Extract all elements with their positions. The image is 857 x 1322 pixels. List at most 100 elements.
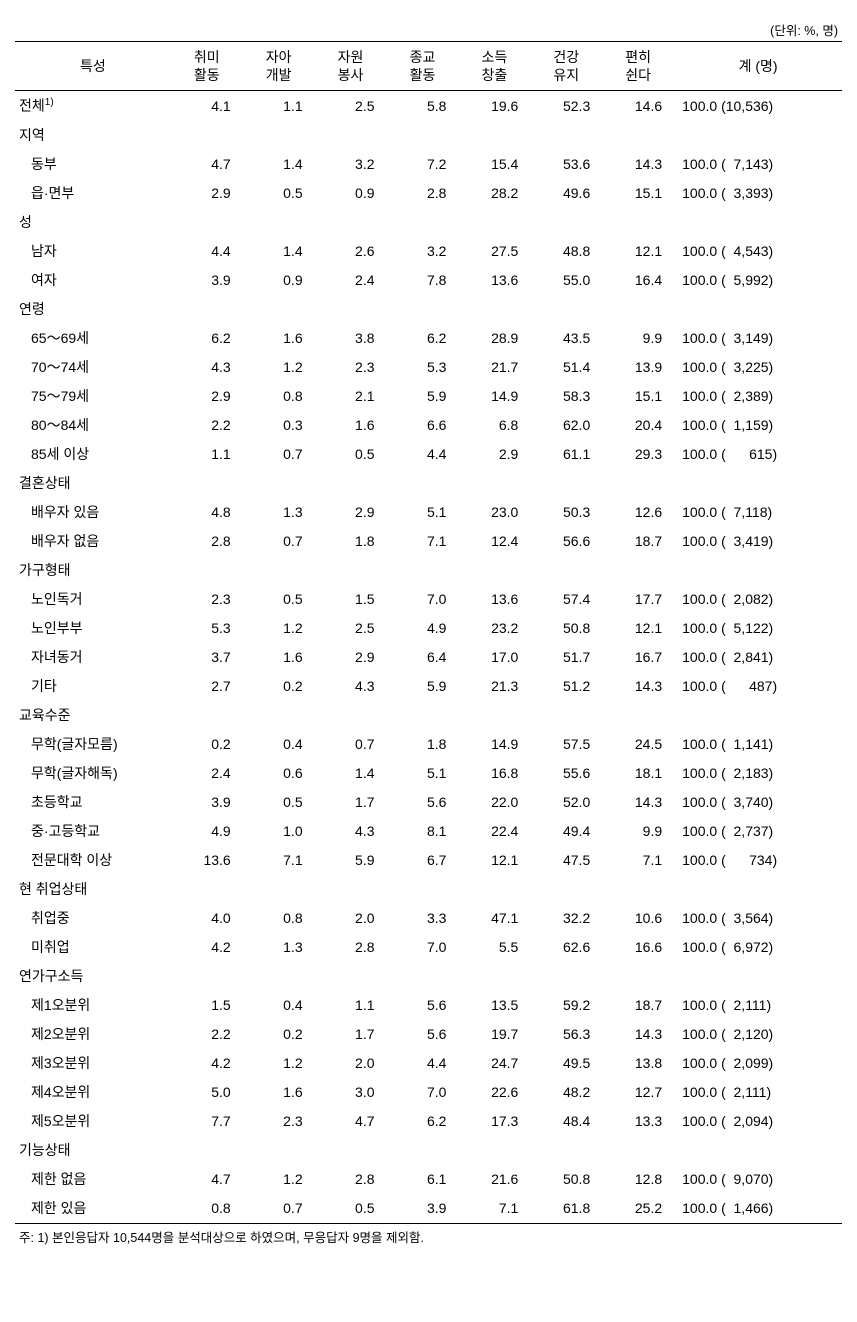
table-row: 제한 없음4.71.22.86.121.650.812.8100.0 ( 9,0…: [15, 1165, 842, 1194]
data-cell: 3.0: [315, 1078, 387, 1107]
empty-cell: [674, 121, 842, 150]
data-cell: 4.4: [387, 440, 459, 469]
data-cell: 13.6: [171, 846, 243, 875]
data-cell: 1.0: [243, 817, 315, 846]
data-cell: 4.4: [387, 1049, 459, 1078]
table-row: 75～79세2.90.82.15.914.958.315.1100.0 ( 2,…: [15, 382, 842, 411]
row-label: 무학(글자모름): [15, 730, 171, 759]
empty-cell: [243, 295, 315, 324]
data-cell: 7.0: [387, 933, 459, 962]
data-cell: 5.5: [458, 933, 530, 962]
empty-cell: [458, 469, 530, 498]
empty-cell: [387, 469, 459, 498]
empty-cell: [315, 875, 387, 904]
data-cell: 22.4: [458, 817, 530, 846]
data-cell: 0.5: [243, 788, 315, 817]
data-cell: 2.9: [171, 179, 243, 208]
data-cell: 48.2: [530, 1078, 602, 1107]
empty-cell: [243, 962, 315, 991]
total-cell: 100.0 ( 9,070): [674, 1165, 842, 1194]
total-cell: 100.0 (10,536): [674, 91, 842, 121]
empty-cell: [458, 962, 530, 991]
empty-cell: [171, 875, 243, 904]
table-row: 현 취업상태: [15, 875, 842, 904]
unit-label: (단위: %, 명): [15, 20, 842, 39]
table-row: 취업중4.00.82.03.347.132.210.6100.0 ( 3,564…: [15, 904, 842, 933]
data-cell: 48.4: [530, 1107, 602, 1136]
table-row: 70～74세4.31.22.35.321.751.413.9100.0 ( 3,…: [15, 353, 842, 382]
total-cell: 100.0 ( 2,389): [674, 382, 842, 411]
data-cell: 1.6: [243, 1078, 315, 1107]
empty-cell: [243, 556, 315, 585]
empty-cell: [674, 295, 842, 324]
data-cell: 61.8: [530, 1194, 602, 1224]
table-row: 초등학교3.90.51.75.622.052.014.3100.0 ( 3,74…: [15, 788, 842, 817]
data-cell: 47.1: [458, 904, 530, 933]
data-cell: 49.4: [530, 817, 602, 846]
table-row: 전문대학 이상13.67.15.96.712.147.57.1100.0 ( 7…: [15, 846, 842, 875]
data-cell: 6.8: [458, 411, 530, 440]
data-cell: 6.2: [171, 324, 243, 353]
data-cell: 2.9: [315, 498, 387, 527]
data-cell: 15.1: [602, 382, 674, 411]
table-row: 제4오분위5.01.63.07.022.648.212.7100.0 ( 2,1…: [15, 1078, 842, 1107]
total-cell: 100.0 ( 1,159): [674, 411, 842, 440]
row-label: 65～69세: [15, 324, 171, 353]
table-row: 지역: [15, 121, 842, 150]
table-row: 제1오분위1.50.41.15.613.559.218.7100.0 ( 2,1…: [15, 991, 842, 1020]
data-cell: 5.9: [387, 672, 459, 701]
row-label: 75～79세: [15, 382, 171, 411]
row-label: 배우자 없음: [15, 527, 171, 556]
row-label: 전문대학 이상: [15, 846, 171, 875]
data-cell: 0.2: [243, 672, 315, 701]
total-cell: 100.0 ( 734): [674, 846, 842, 875]
empty-cell: [243, 875, 315, 904]
data-cell: 4.7: [315, 1107, 387, 1136]
row-label: 노인독거: [15, 585, 171, 614]
header-health: 건강유지: [530, 42, 602, 91]
empty-cell: [243, 121, 315, 150]
table-row: 동부4.71.43.27.215.453.614.3100.0 ( 7,143): [15, 150, 842, 179]
data-table: 특성 취미활동 자아개발 자원봉사 종교활동 소득창출 건강유지 편히쉰다 계 …: [15, 41, 842, 1224]
data-cell: 0.2: [243, 1020, 315, 1049]
data-cell: 3.8: [315, 324, 387, 353]
data-cell: 24.7: [458, 1049, 530, 1078]
table-row: 미취업4.21.32.87.05.562.616.6100.0 ( 6,972): [15, 933, 842, 962]
data-cell: 13.5: [458, 991, 530, 1020]
data-cell: 5.6: [387, 991, 459, 1020]
header-income: 소득창출: [458, 42, 530, 91]
data-cell: 24.5: [602, 730, 674, 759]
data-cell: 52.3: [530, 91, 602, 121]
data-cell: 4.7: [171, 150, 243, 179]
empty-cell: [171, 701, 243, 730]
data-cell: 22.6: [458, 1078, 530, 1107]
data-cell: 0.3: [243, 411, 315, 440]
empty-cell: [530, 1136, 602, 1165]
section-label: 연령: [15, 295, 171, 324]
row-label: 제5오분위: [15, 1107, 171, 1136]
total-cell: 100.0 ( 3,419): [674, 527, 842, 556]
data-cell: 0.5: [243, 585, 315, 614]
row-label: 제한 없음: [15, 1165, 171, 1194]
empty-cell: [530, 701, 602, 730]
empty-cell: [602, 556, 674, 585]
total-cell: 100.0 ( 2,082): [674, 585, 842, 614]
row-label: 배우자 있음: [15, 498, 171, 527]
data-cell: 0.7: [315, 730, 387, 759]
data-cell: 22.0: [458, 788, 530, 817]
data-cell: 1.7: [315, 788, 387, 817]
data-cell: 18.7: [602, 991, 674, 1020]
data-cell: 4.3: [315, 817, 387, 846]
data-cell: 28.9: [458, 324, 530, 353]
data-cell: 6.6: [387, 411, 459, 440]
data-cell: 7.8: [387, 266, 459, 295]
table-row: 제3오분위4.21.22.04.424.749.513.8100.0 ( 2,0…: [15, 1049, 842, 1078]
data-cell: 50.8: [530, 614, 602, 643]
empty-cell: [171, 295, 243, 324]
empty-cell: [602, 875, 674, 904]
header-hobby: 취미활동: [171, 42, 243, 91]
data-cell: 0.8: [243, 382, 315, 411]
row-label: 제3오분위: [15, 1049, 171, 1078]
data-cell: 51.7: [530, 643, 602, 672]
section-label: 현 취업상태: [15, 875, 171, 904]
